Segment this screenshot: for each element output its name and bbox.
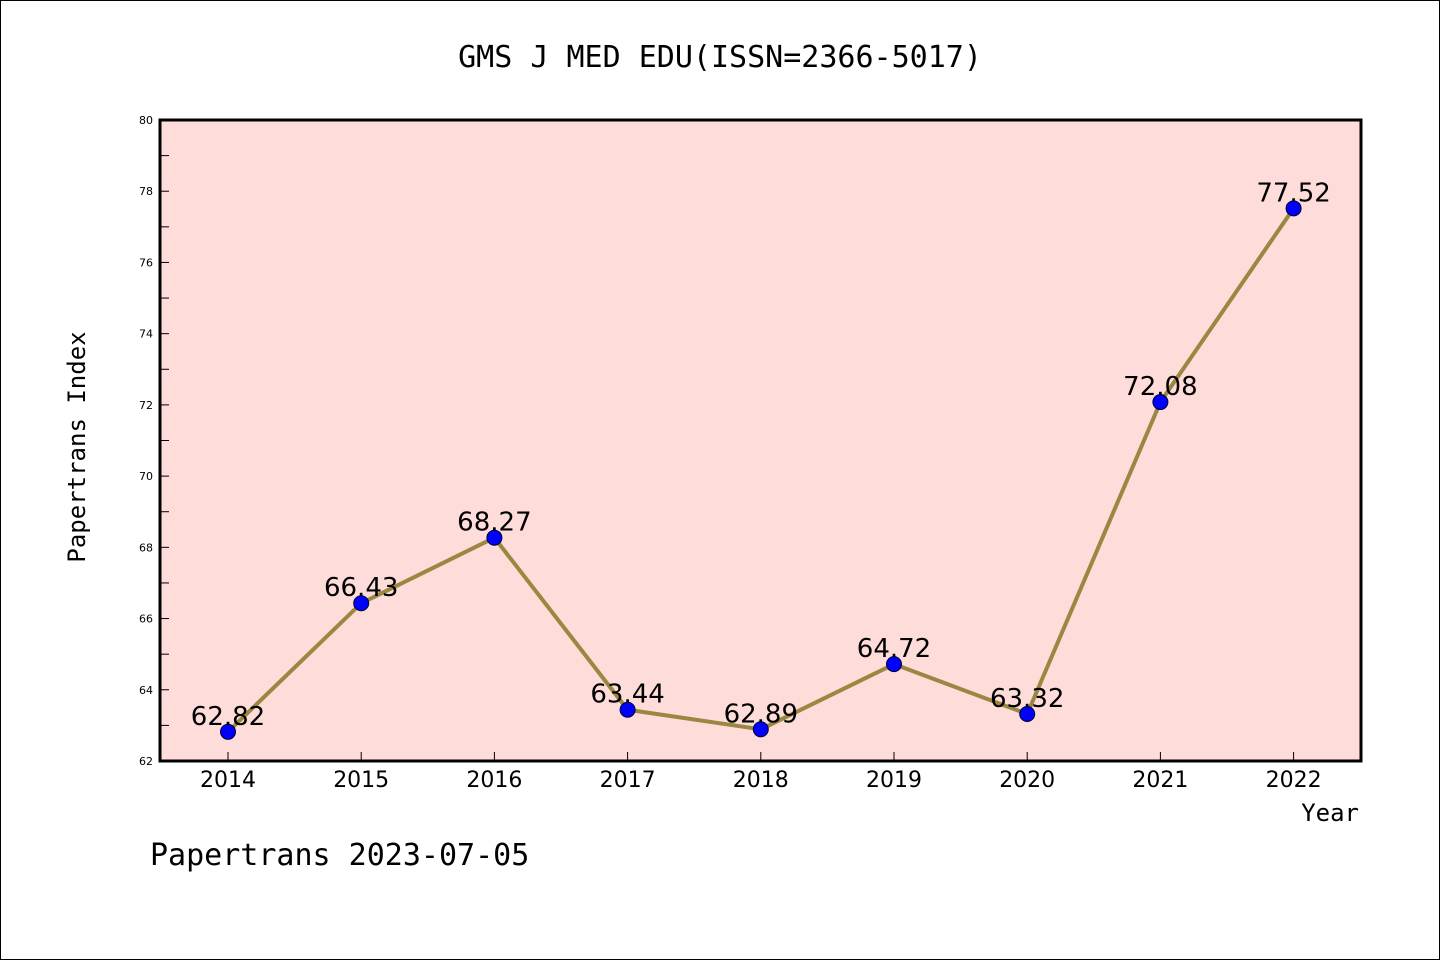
x-tick-label: 2022 <box>1266 768 1322 793</box>
data-label: 63.44 <box>590 680 664 710</box>
data-point <box>486 529 503 546</box>
data-point <box>220 723 236 740</box>
data-label: 66.43 <box>324 573 398 603</box>
data-points <box>220 200 1302 740</box>
data-label: 77.52 <box>1256 178 1330 208</box>
y-tick-label: 76 <box>139 256 153 269</box>
chart-title: GMS J MED EDU(ISSN=2366-5017) <box>458 40 982 75</box>
x-tick-label: 2015 <box>333 768 389 793</box>
x-tick-label: 2014 <box>200 768 256 793</box>
y-tick-label: 72 <box>139 399 153 412</box>
x-axis-label: Year <box>1301 799 1359 827</box>
data-label: 62.89 <box>724 699 798 729</box>
y-tick-label: 74 <box>139 328 153 341</box>
data-point <box>619 701 636 718</box>
x-tick-label: 2017 <box>600 768 656 793</box>
data-point <box>1285 200 1302 217</box>
y-tick-label: 64 <box>139 684 153 697</box>
data-label: 62.82 <box>191 702 265 732</box>
data-point <box>353 595 370 612</box>
x-tick-label: 2020 <box>999 768 1055 793</box>
footer-text: Papertrans 2023-07-05 <box>150 838 529 873</box>
data-label: 63.32 <box>990 684 1064 714</box>
data-label: 64.72 <box>857 634 931 664</box>
y-tick-label: 62 <box>139 755 153 768</box>
y-tick-label: 80 <box>139 114 153 127</box>
data-point <box>886 656 902 673</box>
data-label: 68.27 <box>457 508 531 538</box>
data-point <box>1019 705 1036 722</box>
x-axis: 2014 2015 2016 2017 2018 2019 2020 2021 2022 <box>200 752 1322 793</box>
plot-frame <box>158 118 1363 763</box>
y-axis-label: Papertrans Index <box>63 331 91 562</box>
data-label: 72.08 <box>1123 372 1197 402</box>
y-tick-label: 66 <box>139 613 153 626</box>
data-point <box>1152 394 1169 411</box>
x-tick-label: 2019 <box>866 768 922 793</box>
y-tick-label: 68 <box>139 541 153 554</box>
x-tick-label: 2021 <box>1132 768 1188 793</box>
data-point <box>752 721 769 738</box>
plot-area <box>160 120 1361 761</box>
y-tick-label: 70 <box>139 470 153 483</box>
y-axis: 62 64 66 68 70 72 74 76 78 80 <box>139 114 169 768</box>
y-tick-label: 78 <box>139 185 153 198</box>
data-labels: 62.82 66.43 68.27 63.44 62.89 64.72 63.32 72.08… <box>191 178 1331 731</box>
x-tick-label: 2018 <box>733 768 789 793</box>
x-tick-label: 2016 <box>466 768 522 793</box>
